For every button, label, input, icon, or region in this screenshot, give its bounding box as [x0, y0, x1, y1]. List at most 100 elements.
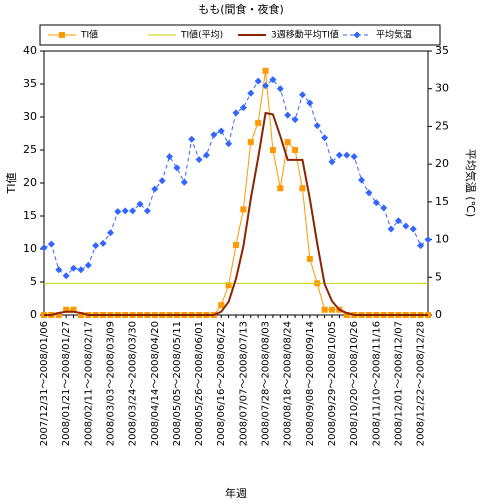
point-marker [329, 306, 335, 313]
point-marker [136, 200, 144, 208]
point-marker [247, 139, 254, 146]
point-marker [62, 272, 70, 280]
point-marker [350, 153, 358, 161]
point-marker [262, 67, 269, 74]
point-marker [254, 77, 262, 85]
point-marker [129, 207, 137, 215]
point-marker [313, 122, 321, 130]
point-marker [240, 206, 247, 213]
point-marker [55, 266, 63, 274]
point-marker [247, 89, 255, 97]
point-marker [195, 156, 203, 164]
x-tick-label: 2008/02/11～2008/02/17 [83, 321, 94, 446]
x-tick-label: 2008/03/03～2008/03/09 [105, 321, 116, 446]
y-tick-label: 0 [30, 308, 37, 321]
point-marker [387, 225, 395, 233]
point-marker [121, 207, 129, 215]
y-tick-label: 5 [30, 275, 37, 288]
point-marker [343, 151, 351, 159]
point-marker [188, 135, 196, 143]
point-marker [298, 91, 306, 99]
point-marker [409, 225, 417, 233]
x-tick-label: 2008/01/21～2008/01/27 [61, 321, 72, 446]
point-marker [292, 147, 299, 153]
y-tick-label: 20 [23, 176, 37, 189]
point-marker [372, 199, 380, 207]
point-marker [276, 85, 284, 93]
point-marker [173, 164, 181, 172]
y-tick-label: 40 [23, 44, 37, 57]
point-marker [394, 217, 402, 225]
point-marker [269, 76, 277, 84]
y-tick-label: 35 [23, 77, 37, 90]
point-marker [277, 185, 284, 192]
point-marker [158, 177, 166, 185]
point-marker [417, 242, 425, 250]
point-marker [166, 153, 174, 161]
x-tick-label: 2008/05/05～2008/05/11 [172, 321, 183, 446]
x-tick-label: 2008/03/24～2008/03/30 [128, 321, 139, 446]
point-marker [70, 264, 78, 272]
x-tick-label: 2008/12/22～2008/12/28 [416, 321, 427, 446]
point-marker [365, 189, 373, 197]
y2-tick-label: 20 [435, 157, 449, 170]
legend-marker [59, 32, 65, 38]
legend-label: 平均気温 [376, 29, 412, 41]
y2-tick-label: 30 [435, 82, 449, 95]
point-marker [225, 282, 232, 289]
y-tick-label: 15 [23, 209, 37, 222]
point-marker [99, 239, 107, 247]
point-marker [92, 242, 100, 250]
series-line [44, 111, 428, 316]
point-marker [269, 147, 276, 153]
point-marker [284, 111, 292, 119]
y-axis-title: TI値 [5, 173, 18, 195]
point-marker [40, 244, 48, 252]
legend-label: TI値 [80, 29, 98, 41]
point-marker [114, 208, 122, 216]
y2-tick-label: 0 [435, 308, 442, 321]
point-marker [321, 134, 329, 142]
point-marker [55, 312, 62, 318]
point-marker [343, 312, 350, 318]
point-marker [306, 255, 313, 262]
point-marker [328, 158, 336, 166]
y2-tick-label: 10 [435, 233, 449, 246]
x-tick-label: 2008/05/26～2008/06/01 [194, 321, 205, 446]
point-marker [77, 266, 85, 274]
point-marker [239, 104, 247, 112]
y2-tick-label: 25 [435, 119, 449, 132]
point-marker [70, 306, 77, 313]
point-marker [291, 116, 299, 124]
x-tick-label: 2008/09/08～2008/09/14 [305, 321, 316, 446]
point-marker [299, 185, 306, 192]
point-marker [180, 178, 188, 186]
point-marker [106, 229, 114, 237]
point-marker [262, 82, 270, 90]
x-tick-label: 2008/04/14～2008/04/20 [150, 321, 161, 446]
point-marker [402, 222, 410, 230]
point-marker [321, 306, 328, 313]
y2-tick-label: 15 [435, 195, 449, 208]
legend-marker [353, 31, 361, 39]
y2-tick-label: 35 [435, 44, 449, 57]
x-tick-label: 2008/10/20～2008/10/26 [349, 321, 360, 446]
x-tick-label: 2008/06/16～2008/06/22 [216, 321, 227, 446]
point-marker [358, 176, 366, 184]
x-tick-label: 2007/12/31～2008/01/06 [39, 321, 50, 446]
x-tick-label: 2008/07/28～2008/08/03 [261, 321, 272, 446]
legend-label: TI値(平均) [180, 29, 223, 41]
point-marker [143, 207, 151, 215]
point-marker [233, 242, 239, 249]
point-marker [63, 306, 70, 313]
point-marker [255, 119, 262, 126]
y-tick-label: 10 [23, 242, 37, 255]
x-tick-label: 2008/07/07～2008/07/13 [238, 321, 249, 446]
point-marker [210, 131, 218, 139]
point-marker [218, 302, 225, 309]
point-marker [284, 139, 291, 146]
y-tick-label: 30 [23, 110, 37, 123]
y-tick-label: 25 [23, 143, 37, 156]
point-marker [306, 99, 314, 107]
